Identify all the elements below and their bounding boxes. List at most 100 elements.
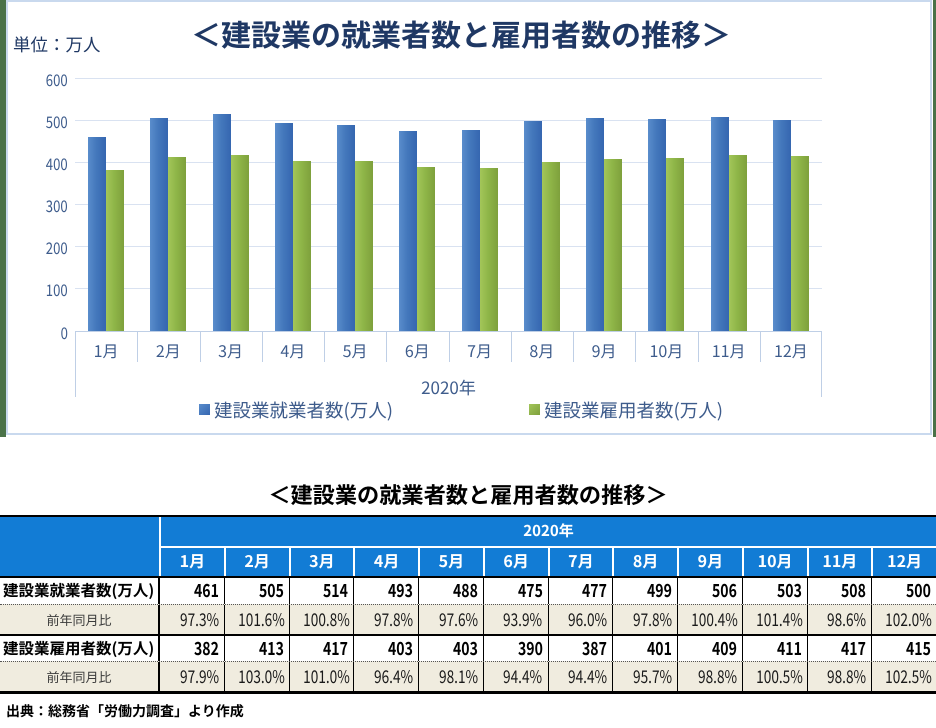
table-month-header-6月: 6月: [482, 546, 548, 576]
table-cell-value: 94.4%: [568, 664, 608, 689]
bar-series2-5月: [355, 161, 374, 331]
table-cell-value: 500: [906, 577, 931, 603]
table-cell: 461: [159, 577, 224, 604]
x-tick-label-2月: 2月: [155, 338, 181, 362]
y-tick-label-200: 200: [28, 239, 68, 255]
y-tick-text: 400: [46, 150, 68, 175]
bar-series2-10月: [666, 157, 685, 331]
table-cell-value: 475: [517, 577, 543, 603]
x-axis-tick: [324, 331, 325, 362]
table-cell: 477: [547, 577, 613, 604]
gridline-y-600: [75, 77, 822, 79]
x-axis-tick: [137, 331, 139, 362]
table-cell: 100.5%: [741, 662, 807, 691]
x-tick-label-4月: 4月: [280, 338, 306, 362]
table-cell-value: 390: [517, 634, 543, 661]
bar-series1-9月: [586, 117, 605, 331]
table-month-header-7月: 7月: [547, 546, 613, 576]
table-cell: 503: [741, 577, 807, 604]
legend-swatch-series1: [199, 404, 210, 415]
y-tick-label-400: 400: [28, 155, 68, 171]
table-row-4: 前年同月比 97.9% 103.0% 101.0% 96.4% 98.1% 94.4% 94.…: [0, 661, 936, 691]
table-month-header-10月: 10月: [741, 546, 807, 576]
table-cell-value: 403: [388, 634, 413, 661]
x-axis-tick: [386, 331, 388, 362]
bar-series1-10月: [648, 118, 667, 331]
table-cell-value: 100.8%: [302, 606, 350, 632]
table-cell: 102.0%: [871, 604, 936, 634]
table-cell: 506: [677, 577, 742, 604]
y-tick-text: 0: [60, 319, 68, 344]
source-note: 出典：総務省「労働力調査」より作成: [6, 701, 244, 721]
table-row-1: 建設業就業者数(万人) 461 505 514 493 488 475 477 499 506 50…: [0, 577, 936, 604]
table-cell: 475: [482, 577, 548, 604]
table-cell: 411: [741, 635, 807, 661]
y-tick-text: 100: [46, 277, 68, 302]
bar-series2-1月: [106, 169, 125, 331]
table-cell: 96.4%: [353, 662, 418, 691]
x-tick-label-11月: 11月: [711, 338, 746, 362]
table-title: ＜建設業の就業者数と雇用者数の推移＞: [268, 478, 668, 510]
table-header-corner-cell: [0, 517, 159, 546]
bar-series1-8月: [523, 120, 542, 331]
table-cell: 403: [353, 634, 418, 661]
x-tick-label-3月: 3月: [218, 338, 244, 362]
table-body: 建設業就業者数(万人) 461 505 514 493 488 475 477 499 506 50…: [0, 577, 936, 691]
table-cell: 98.6%: [806, 604, 872, 634]
table-cell-value: 100.5%: [755, 664, 803, 689]
table-cell-value: 96.0%: [568, 606, 608, 632]
table-cell-value: 100.4%: [691, 606, 738, 632]
gridline-y-300: [75, 204, 822, 205]
table-cell-value: 95.7%: [632, 664, 672, 689]
table-cell: 387: [547, 635, 613, 661]
y-tick-label-500: 500: [28, 113, 68, 129]
bar-series1-11月: [710, 116, 729, 331]
table-cell: 97.6%: [418, 604, 483, 634]
x-tick-label-1月: 1月: [93, 338, 119, 362]
bar-series2-6月: [417, 166, 436, 331]
table-cell: 401: [612, 635, 677, 661]
bar-series2-12月: [790, 156, 809, 331]
table-cell-value: 102.5%: [885, 664, 933, 689]
table-cell: 100.8%: [288, 604, 354, 634]
table-month-header-9月: 9月: [677, 546, 742, 576]
table-cell-value: 409: [711, 634, 737, 661]
table-cell-value: 97.6%: [438, 606, 478, 632]
x-tick-label-8月: 8月: [529, 338, 555, 362]
x-axis-tick: [199, 331, 201, 362]
page-right-edge-strip: [933, 0, 936, 437]
table-cell: 505: [223, 577, 289, 604]
table-cell-value: 102.0%: [885, 606, 933, 632]
table-cell-value: 461: [193, 577, 219, 603]
table-cell: 93.9%: [482, 604, 548, 634]
table-cell: 101.6%: [223, 604, 289, 634]
table-cell-value: 98.6%: [827, 606, 867, 632]
table-cell: 96.0%: [547, 604, 613, 634]
table-cell: 97.8%: [353, 604, 418, 634]
bar-series1-12月: [772, 120, 791, 331]
page-left-edge-strip: [0, 0, 6, 437]
x-axis-tick: [635, 331, 637, 362]
table-cell-value: 93.9%: [503, 606, 543, 632]
table-cell: 488: [418, 577, 483, 604]
table-month-header-5月: 5月: [418, 546, 483, 576]
bar-series1-4月: [274, 123, 293, 331]
gridline-y-100: [75, 288, 822, 290]
table-header-corner-cell2: [0, 546, 159, 576]
table-row-2: 前年同月比 97.3% 101.6% 100.8% 97.8% 97.6% 93.9% 96.…: [0, 603, 936, 634]
table-cell-value: 477: [582, 577, 608, 603]
table-cell-value: 503: [776, 577, 802, 603]
gridline-y-500: [75, 119, 822, 121]
table-cell-value: 413: [258, 634, 284, 661]
table-cell: 95.7%: [612, 662, 677, 691]
table-cell-value: 98.1%: [438, 664, 478, 689]
table-row-separator: [0, 633, 936, 636]
legend-item-series1: 建設業就業者数(万人): [199, 400, 393, 420]
table-cell-value: 415: [906, 634, 931, 661]
legend-swatch-series2: [529, 404, 540, 415]
table-cell-value: 101.0%: [302, 664, 350, 689]
table-cell: 101.4%: [741, 604, 807, 634]
bar-series1-5月: [337, 125, 356, 331]
table-cell: 94.4%: [547, 662, 613, 691]
bar-series1-3月: [212, 114, 231, 331]
